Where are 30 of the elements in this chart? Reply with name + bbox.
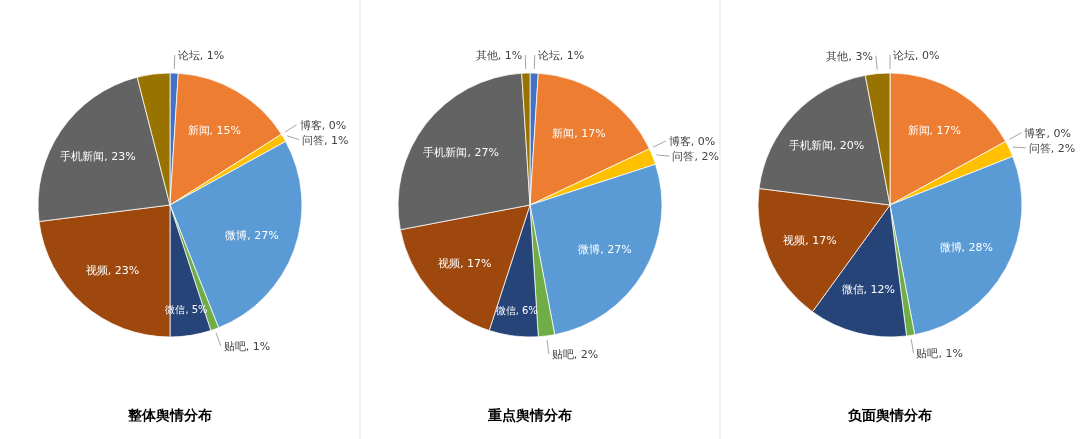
slice-label: 手机新闻, 23% — [60, 150, 136, 164]
slice-label: 论坛, 1% — [537, 49, 585, 63]
slice-label: 手机新闻, 20% — [788, 139, 865, 153]
legend-label: 博客, 0% — [299, 118, 347, 132]
text: 负面舆情分布 — [847, 407, 932, 423]
legend-label: 博客, 0% — [1024, 126, 1071, 140]
slice-label: 视频, 23% — [85, 264, 140, 278]
slice-label: 新闻, 17% — [552, 126, 606, 140]
slice-label: 新闻, 15% — [187, 124, 242, 138]
slice-label: 贴吧, 1% — [916, 347, 963, 361]
legend-label: 论坛, 0% — [893, 49, 940, 62]
slice-label: 微博, 27% — [578, 243, 632, 257]
slice-label: 论坛, 1% — [177, 49, 225, 63]
slice-label: 微博, 27% — [225, 228, 279, 242]
text: 整体舆情分布 — [127, 407, 212, 423]
legend-label: 博客, 0% — [668, 135, 716, 149]
slice-label: 微信, 12% — [841, 283, 896, 297]
slice-label: 其他, 1% — [475, 49, 523, 63]
slice-label: 问答, 2% — [672, 150, 719, 164]
slice-label: 手机新闻, 27% — [423, 145, 499, 159]
slice-label: 新闻, 17% — [907, 124, 962, 138]
slice-label: 贴吧, 1% — [223, 340, 271, 354]
slice-label: 视频, 17% — [783, 233, 837, 247]
slice-label: 问答, 1% — [302, 133, 349, 147]
slice-label: 贴吧, 2% — [551, 347, 599, 361]
slice-label: 问答, 2% — [1028, 141, 1076, 155]
slice-label: 微博, 28% — [939, 240, 994, 254]
slice-label: 其他, 3% — [826, 49, 873, 63]
slice-label: 视频, 17% — [437, 256, 492, 270]
text: 重点舆情分布 — [487, 407, 572, 423]
